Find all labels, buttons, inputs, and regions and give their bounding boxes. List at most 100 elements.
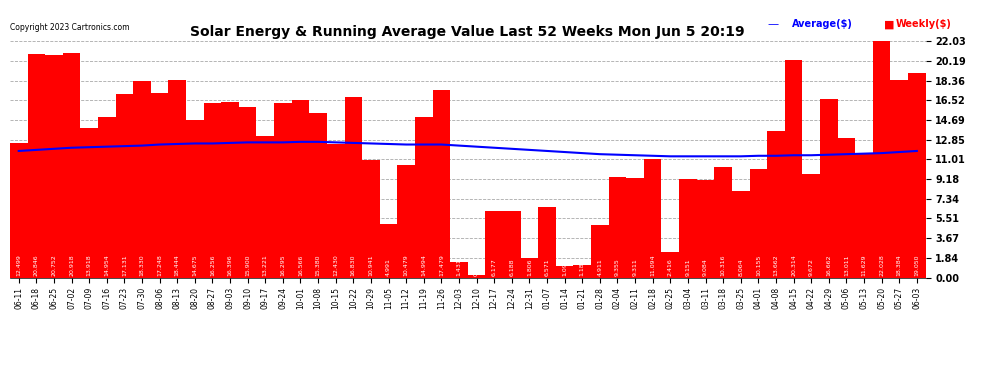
Bar [62, 53, 80, 278]
Text: 11.094: 11.094 [650, 254, 655, 276]
Text: 1.806: 1.806 [527, 258, 532, 276]
Bar [802, 174, 820, 278]
Text: 9.672: 9.672 [809, 258, 814, 276]
Text: Copyright 2023 Cartronics.com: Copyright 2023 Cartronics.com [10, 23, 130, 32]
Text: ■: ■ [884, 20, 895, 29]
Text: 10.479: 10.479 [404, 254, 409, 276]
Bar [627, 178, 644, 278]
Bar [679, 179, 697, 278]
Text: 17.479: 17.479 [439, 254, 444, 276]
Bar [274, 103, 292, 278]
Bar [415, 117, 433, 278]
Text: 2.416: 2.416 [668, 258, 673, 276]
Text: 16.295: 16.295 [280, 254, 285, 276]
Bar [380, 224, 397, 278]
Bar [204, 103, 221, 278]
Text: 16.566: 16.566 [298, 255, 303, 276]
Text: 14.994: 14.994 [422, 254, 427, 276]
Bar [345, 97, 362, 278]
Bar [890, 80, 908, 278]
Bar [450, 262, 468, 278]
Text: 20.314: 20.314 [791, 254, 796, 276]
Bar [785, 60, 802, 278]
Bar [433, 90, 450, 278]
Text: 4.911: 4.911 [597, 258, 602, 276]
Text: 6.177: 6.177 [492, 258, 497, 276]
Text: —: — [767, 20, 778, 29]
Bar [609, 177, 627, 278]
Bar [292, 100, 309, 278]
Bar [644, 159, 661, 278]
Bar [239, 107, 256, 278]
Bar [697, 180, 715, 278]
Text: 4.991: 4.991 [386, 258, 391, 276]
Text: 19.050: 19.050 [915, 254, 920, 276]
Text: 8.064: 8.064 [739, 258, 743, 276]
Bar [767, 131, 785, 278]
Text: 16.830: 16.830 [350, 254, 355, 276]
Bar [309, 112, 327, 278]
Text: 18.444: 18.444 [174, 254, 180, 276]
Text: 9.151: 9.151 [685, 258, 690, 276]
Text: 0.243: 0.243 [474, 258, 479, 276]
Bar [873, 41, 890, 278]
Text: 6.188: 6.188 [509, 258, 514, 276]
Text: 13.918: 13.918 [87, 254, 92, 276]
Text: 15.900: 15.900 [246, 254, 250, 276]
Title: Solar Energy & Running Average Value Last 52 Weeks Mon Jun 5 20:19: Solar Energy & Running Average Value Las… [190, 25, 745, 39]
Bar [661, 252, 679, 278]
Text: 16.256: 16.256 [210, 254, 215, 276]
Bar [327, 144, 345, 278]
Bar [539, 207, 555, 278]
Bar [820, 99, 838, 278]
Bar [186, 120, 204, 278]
Bar [485, 211, 503, 278]
Bar [555, 266, 573, 278]
Text: 16.662: 16.662 [827, 254, 832, 276]
Bar [116, 94, 134, 278]
Bar [168, 80, 186, 278]
Bar [80, 128, 98, 278]
Bar [134, 81, 150, 278]
Text: 13.221: 13.221 [262, 254, 267, 276]
Bar [468, 275, 485, 278]
Text: 22.028: 22.028 [879, 254, 884, 276]
Bar [908, 73, 926, 278]
Text: 10.941: 10.941 [368, 254, 373, 276]
Text: 14.675: 14.675 [192, 254, 197, 276]
Bar [855, 153, 873, 278]
Bar [573, 265, 591, 278]
Text: 1.093: 1.093 [562, 258, 567, 276]
Bar [838, 138, 855, 278]
Text: 10.316: 10.316 [721, 254, 726, 276]
Text: 20.846: 20.846 [34, 254, 39, 276]
Bar [749, 169, 767, 278]
Bar [362, 160, 380, 278]
Text: 15.380: 15.380 [316, 254, 321, 276]
Text: 1.185: 1.185 [580, 258, 585, 276]
Text: 12.430: 12.430 [334, 254, 339, 276]
Text: 11.629: 11.629 [861, 254, 866, 276]
Text: 14.954: 14.954 [104, 254, 109, 276]
Text: 6.571: 6.571 [544, 258, 549, 276]
Bar [150, 93, 168, 278]
Text: 9.355: 9.355 [615, 258, 620, 276]
Bar [715, 167, 732, 278]
Bar [28, 54, 46, 278]
Text: 13.011: 13.011 [843, 254, 848, 276]
Bar [98, 117, 116, 278]
Text: 9.084: 9.084 [703, 258, 708, 276]
Text: 10.155: 10.155 [755, 255, 761, 276]
Text: 20.918: 20.918 [69, 254, 74, 276]
Text: 9.311: 9.311 [633, 258, 638, 276]
Text: 17.131: 17.131 [122, 254, 127, 276]
Text: 18.384: 18.384 [897, 254, 902, 276]
Bar [521, 258, 539, 278]
Bar [591, 225, 609, 278]
Bar [397, 165, 415, 278]
Text: 20.752: 20.752 [51, 254, 56, 276]
Bar [221, 102, 239, 278]
Text: 16.396: 16.396 [228, 254, 233, 276]
Bar [503, 211, 521, 278]
Bar [10, 144, 28, 278]
